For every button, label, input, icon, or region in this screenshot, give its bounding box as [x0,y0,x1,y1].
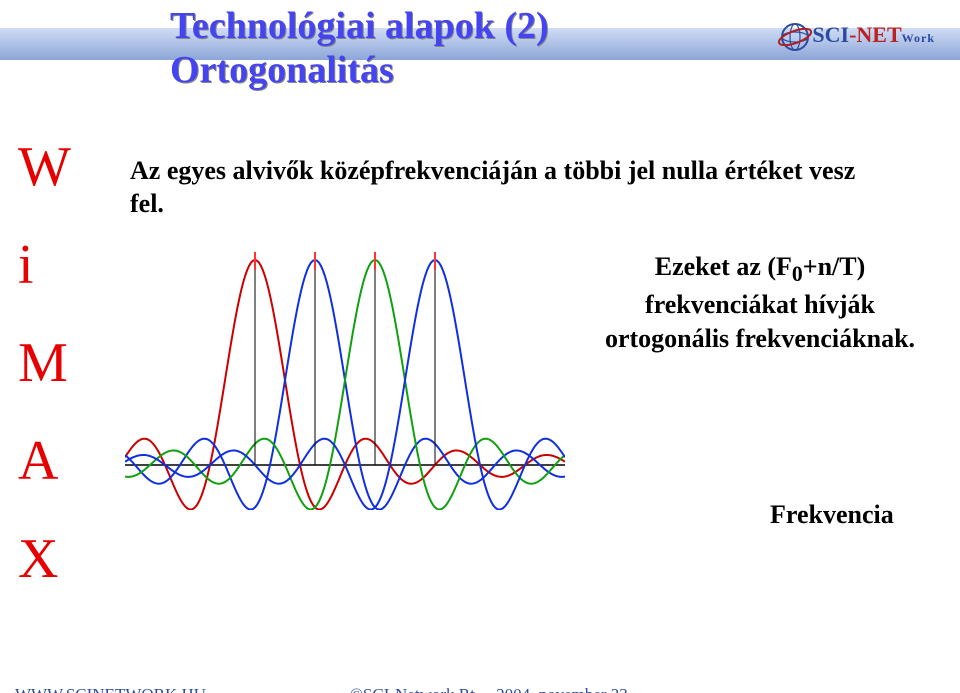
frequency-axis-label: Frekvencia [770,500,894,530]
slide: Technológiai alapok (2) Ortogonalitás SC… [0,0,960,693]
logo-sci: SCI [812,22,849,47]
description-text: Ezeket az (F0+n/T) frekvenciákat hívják … [590,250,930,356]
brand-logo: SCI-NETWork [778,20,935,54]
logo-net: NET [856,22,901,47]
logo-work: Work [902,31,935,45]
slide-title: Technológiai alapok (2) [170,4,549,48]
wimax-letter: i [18,233,71,297]
intro-text: Az egyes alvivők középfrekvenciáján a tö… [130,155,870,220]
orthogonality-chart [125,230,565,510]
slide-subtitle: Ortogonalitás [170,48,394,92]
wimax-letter: X [18,527,71,591]
wimax-letter: A [18,429,71,493]
wimax-letter: M [18,331,71,395]
wimax-sidebar: W i M A X [18,135,71,591]
wimax-letter: W [18,135,71,199]
globe-icon [778,20,812,54]
footer-url: WWW.SCINETWORK.HU [15,685,206,693]
footer-copyright: ©SCI-Network Rt. – 2004. november 23. [350,685,632,693]
